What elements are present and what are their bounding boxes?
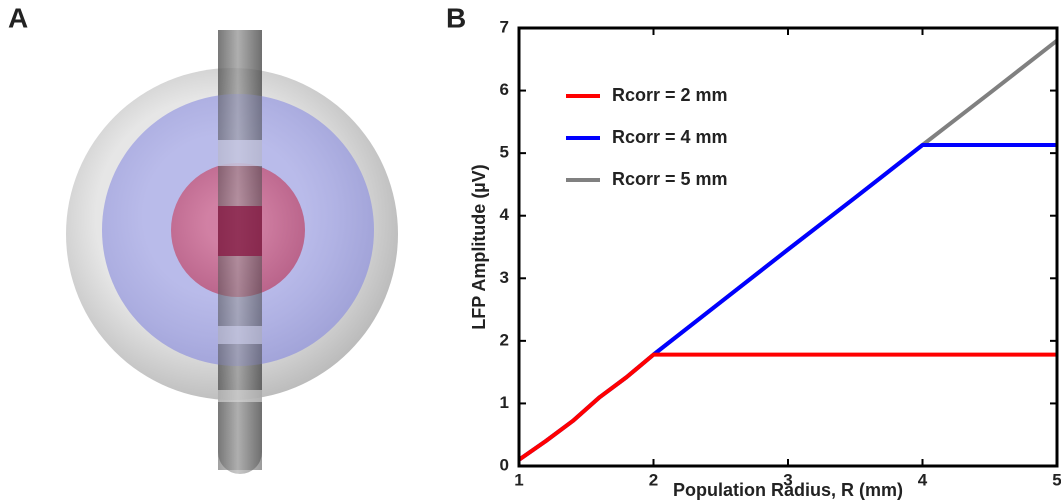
legend-label: Rcorr = 2 mm xyxy=(612,85,728,105)
contact xyxy=(218,390,262,402)
y-tick-label: 0 xyxy=(500,455,509,474)
x-tick-label: 1 xyxy=(514,470,523,489)
plot-frame xyxy=(517,26,1059,468)
y-tick-label: 3 xyxy=(500,268,509,287)
y-axis-title: LFP Amplitude (µV) xyxy=(469,164,489,329)
contact xyxy=(218,206,262,256)
y-tick-label: 1 xyxy=(500,393,509,412)
series-line xyxy=(517,143,1057,462)
x-tick-label: 2 xyxy=(649,470,658,489)
x-tick-label: 3 xyxy=(783,470,792,489)
panel-label: A xyxy=(8,2,28,33)
panel-label: B xyxy=(446,2,466,33)
series-line xyxy=(517,352,1057,462)
contact xyxy=(218,326,262,344)
y-tick-label: 6 xyxy=(500,80,509,99)
y-tick-label: 5 xyxy=(500,143,509,162)
y-tick-label: 4 xyxy=(500,205,510,224)
y-tick-label: 7 xyxy=(500,17,509,36)
legend-label: Rcorr = 5 mm xyxy=(612,169,728,189)
illustration xyxy=(66,30,398,474)
x-tick-label: 4 xyxy=(918,470,928,489)
x-tick-label: 5 xyxy=(1052,470,1061,489)
legend-label: Rcorr = 4 mm xyxy=(612,127,728,147)
y-tick-label: 2 xyxy=(500,330,509,349)
x-axis-title: Population Radius, R (mm) xyxy=(673,480,903,500)
contact xyxy=(218,140,262,166)
